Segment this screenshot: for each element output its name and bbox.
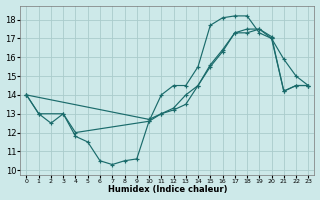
X-axis label: Humidex (Indice chaleur): Humidex (Indice chaleur) xyxy=(108,185,227,194)
